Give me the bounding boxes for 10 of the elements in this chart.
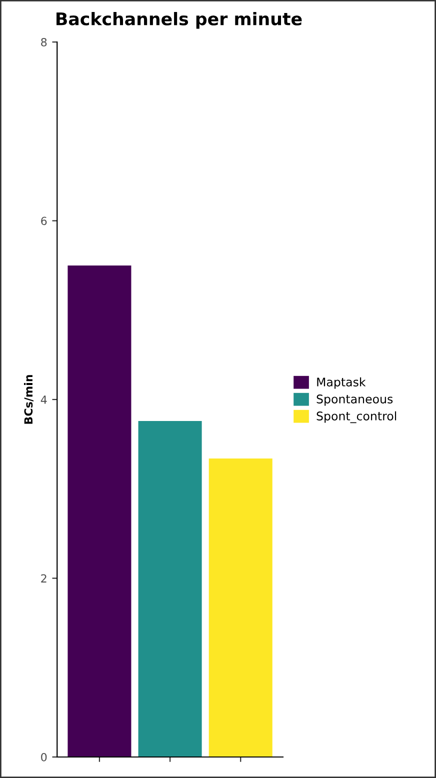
legend-label: Spontaneous	[316, 394, 393, 406]
y-tick-label: 0	[41, 752, 47, 762]
legend-label: Spont_control	[316, 411, 396, 424]
y-tick-label: 2	[41, 574, 46, 582]
y-tick-label: 8	[41, 38, 47, 46]
y-axis-title: BCs/min	[24, 375, 34, 424]
y-tick-label: 6	[41, 216, 47, 226]
y-tick-label: 4	[40, 396, 47, 404]
legend-label: Maptask	[317, 377, 366, 389]
chart-title: Backchannels per minute	[56, 12, 302, 29]
